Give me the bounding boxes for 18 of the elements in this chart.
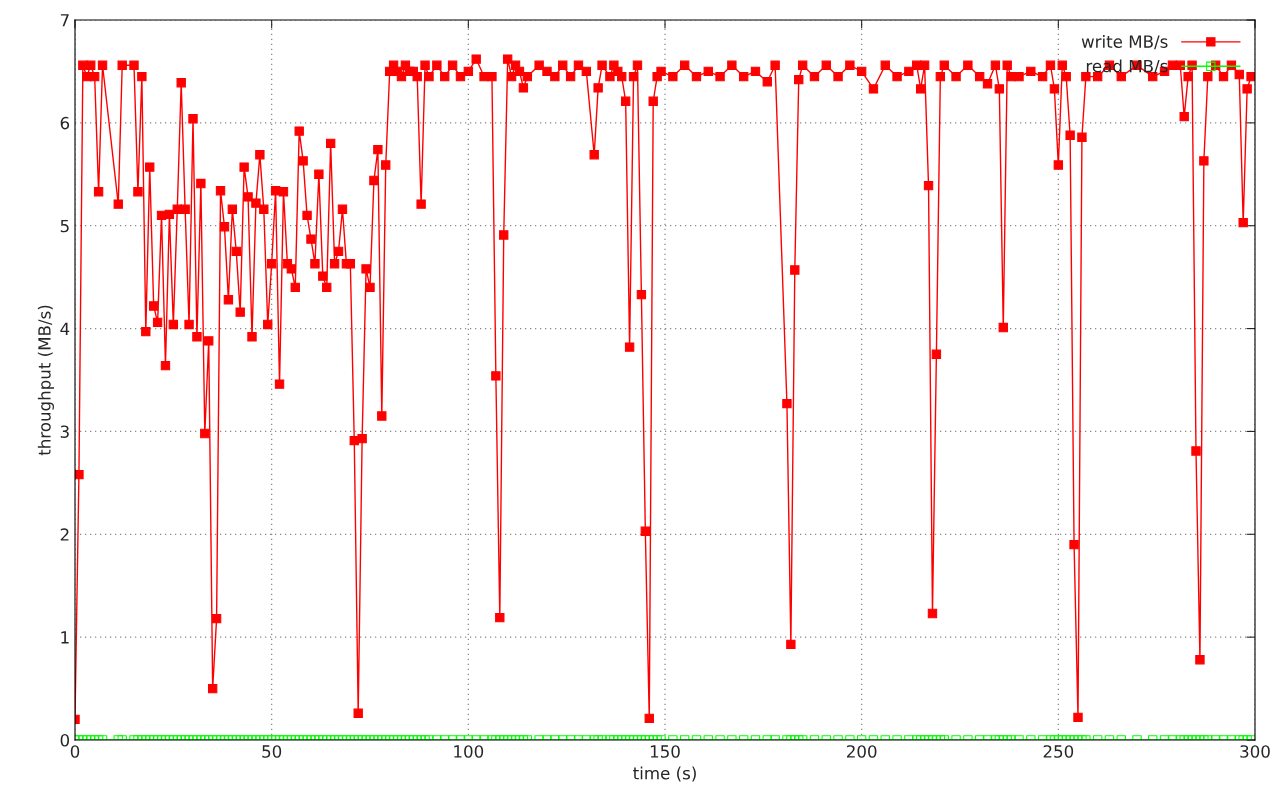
y-tick-label: 0 xyxy=(60,733,70,747)
y-axis-title: throughput (MB/s) xyxy=(37,305,54,456)
y-tick-label: 3 xyxy=(60,425,69,438)
x-tick-label: 0 xyxy=(70,745,80,758)
legend-label: write MB/s xyxy=(1081,35,1168,50)
x-tick-label: 200 xyxy=(846,745,877,758)
y-tick-label: 5 xyxy=(60,219,69,233)
y-tick-label: 7 xyxy=(60,14,69,27)
x-tick-label: 150 xyxy=(650,745,680,758)
x-tick-label: 50 xyxy=(262,745,282,758)
x-tick-label: 250 xyxy=(1043,745,1074,758)
x-tick-label: 300 xyxy=(1240,745,1270,758)
x-tick-label: 100 xyxy=(454,745,484,758)
y-tick-label: 2 xyxy=(60,528,69,541)
x-axis-title: time (s) xyxy=(633,766,696,782)
y-tick-label: 4 xyxy=(60,322,70,335)
y-tick-label: 1 xyxy=(61,631,69,644)
y-tick-label: 6 xyxy=(60,116,70,130)
